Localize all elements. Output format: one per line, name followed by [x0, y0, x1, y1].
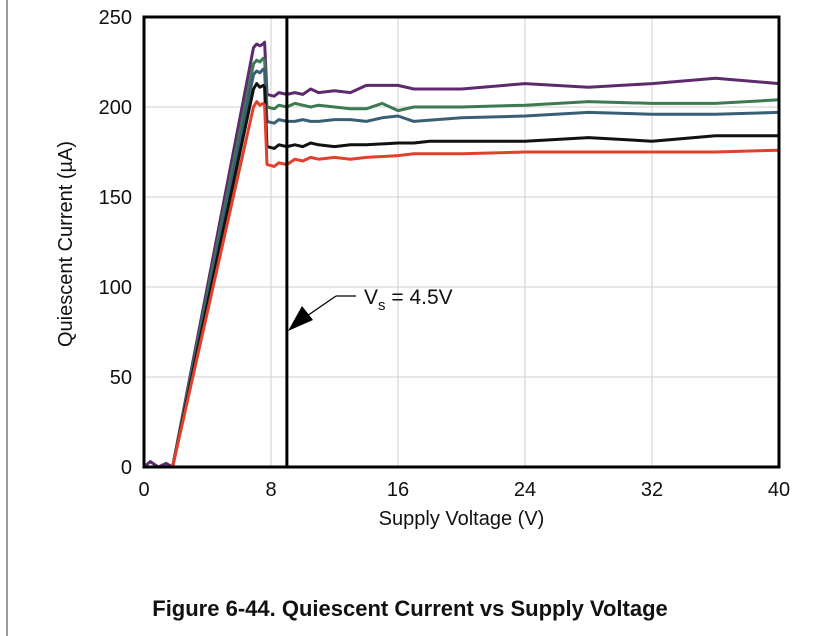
x-tick-label: 24 — [514, 479, 536, 501]
plot-frame — [142, 15, 781, 469]
figure-caption: Figure 6-44. Quiescent Current vs Supply… — [152, 596, 668, 621]
series-line-red — [171, 100, 781, 469]
x-tick-label: 0 — [138, 479, 149, 501]
quiescent-current-chart: Vs = 4.5V 0 8 16 24 32 40 0 50 100 150 200 250 Supp… — [55, 7, 791, 530]
x-tick-label: 32 — [641, 479, 663, 501]
series-line-green — [171, 56, 781, 469]
annotation-leader — [303, 295, 337, 319]
page-left-border — [6, 0, 8, 636]
series-line-black — [171, 82, 781, 469]
vs-marker: Vs = 4.5V — [285, 17, 453, 467]
y-axis-label: Quiescent Current (µA) — [55, 141, 77, 347]
y-tick-label: 100 — [99, 277, 132, 299]
series-lines — [142, 40, 781, 469]
series-line-purple — [142, 40, 781, 469]
annotation-arrowhead — [288, 306, 313, 331]
y-tick-label: 50 — [110, 367, 132, 389]
y-tick-label: 0 — [121, 457, 132, 479]
y-tick-label: 250 — [99, 7, 132, 29]
x-axis-label: Supply Voltage (V) — [379, 508, 545, 530]
y-tick-label: 150 — [99, 187, 132, 209]
grid-lines — [143, 16, 780, 468]
series-line-blue — [171, 67, 781, 469]
x-tick-label: 8 — [265, 479, 276, 501]
x-tick-label: 40 — [768, 479, 790, 501]
tick-labels: 0 8 16 24 32 40 0 50 100 150 200 250 — [99, 7, 791, 501]
x-tick-label: 16 — [387, 479, 409, 501]
vs-annotation-label: Vs = 4.5V — [364, 286, 453, 314]
y-tick-label: 200 — [99, 97, 132, 119]
